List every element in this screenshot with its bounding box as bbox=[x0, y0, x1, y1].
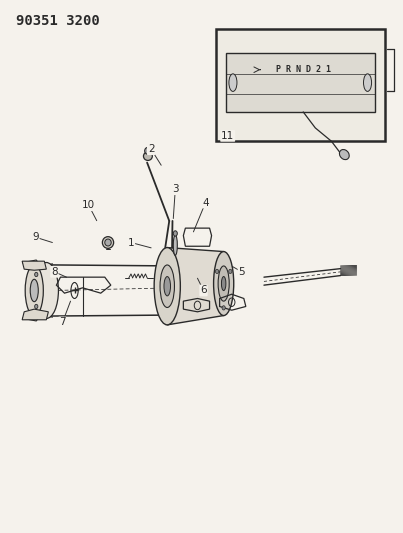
Text: 1: 1 bbox=[128, 238, 134, 247]
Ellipse shape bbox=[222, 277, 226, 290]
Polygon shape bbox=[22, 313, 42, 321]
Ellipse shape bbox=[173, 231, 177, 236]
Ellipse shape bbox=[145, 147, 151, 155]
Ellipse shape bbox=[34, 263, 58, 318]
Text: P R N D 2 1: P R N D 2 1 bbox=[276, 64, 331, 74]
Text: 90351 3200: 90351 3200 bbox=[16, 14, 100, 28]
Text: 2: 2 bbox=[148, 144, 154, 154]
Text: 5: 5 bbox=[239, 267, 245, 277]
Ellipse shape bbox=[105, 239, 111, 246]
Text: 10: 10 bbox=[82, 200, 95, 210]
Ellipse shape bbox=[229, 74, 237, 92]
Polygon shape bbox=[22, 261, 46, 270]
Text: 3: 3 bbox=[172, 184, 179, 194]
Text: 7: 7 bbox=[59, 318, 66, 327]
Text: 6: 6 bbox=[200, 286, 207, 295]
Ellipse shape bbox=[102, 237, 114, 248]
Ellipse shape bbox=[35, 272, 38, 277]
Ellipse shape bbox=[339, 150, 349, 159]
Ellipse shape bbox=[173, 235, 177, 255]
FancyBboxPatch shape bbox=[216, 29, 385, 141]
Ellipse shape bbox=[160, 265, 174, 308]
Ellipse shape bbox=[222, 306, 225, 310]
Ellipse shape bbox=[364, 74, 372, 92]
Ellipse shape bbox=[143, 152, 152, 160]
Ellipse shape bbox=[229, 269, 232, 273]
Text: 8: 8 bbox=[51, 267, 58, 277]
Polygon shape bbox=[22, 260, 42, 268]
Ellipse shape bbox=[214, 252, 234, 316]
Text: 4: 4 bbox=[202, 198, 209, 207]
Ellipse shape bbox=[216, 269, 219, 273]
Ellipse shape bbox=[218, 266, 229, 301]
Text: 9: 9 bbox=[32, 232, 39, 242]
Ellipse shape bbox=[164, 277, 170, 296]
FancyBboxPatch shape bbox=[226, 53, 375, 112]
Ellipse shape bbox=[30, 279, 38, 302]
Ellipse shape bbox=[154, 247, 181, 325]
Polygon shape bbox=[22, 309, 48, 320]
Ellipse shape bbox=[25, 265, 44, 316]
Ellipse shape bbox=[35, 304, 38, 309]
Text: 11: 11 bbox=[221, 131, 234, 141]
Polygon shape bbox=[167, 247, 224, 325]
